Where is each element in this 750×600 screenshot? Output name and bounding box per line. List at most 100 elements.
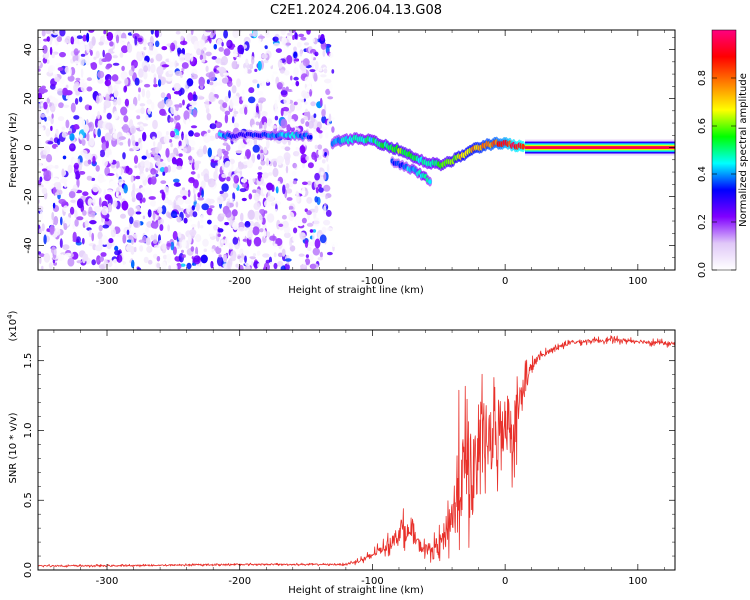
spectrogram-noise-blob (142, 131, 147, 142)
spectrogram-noise-blob (102, 34, 106, 43)
spectrogram-noise-blob (60, 78, 65, 84)
spectrogram-noise-blob (120, 160, 128, 167)
spectrogram-noise-blob (92, 78, 95, 83)
spectrogram-noise-blob (193, 40, 200, 51)
spectrogram-noise-blob (298, 253, 305, 257)
spectrogram-noise-blob (38, 92, 43, 100)
spectrogram-noise-blob (113, 111, 119, 119)
spectrogram-noise-blob (127, 207, 135, 217)
spectrogram-noise-blob (200, 254, 208, 264)
spectrogram-noise-blob (128, 103, 136, 111)
spectrogram-noise-blob (154, 30, 160, 38)
spectrogram-noise-blob (122, 234, 127, 244)
spectrogram-noise-blob (105, 189, 113, 193)
spectrogram-noise-blob (259, 102, 263, 112)
spectrogram-noise-blob (147, 153, 151, 159)
spectrogram-noise-blob (293, 46, 297, 52)
spectrogram-noise-blob (98, 41, 104, 46)
spectrogram-noise-blob (158, 79, 162, 87)
spectrogram-noise-blob (308, 241, 316, 247)
spectrogram-noise-blob (267, 231, 271, 238)
spectrogram-noise-blob (80, 53, 86, 57)
spectrogram-noise-blob (202, 145, 207, 155)
spectrogram-noise-blob (209, 123, 217, 130)
spectrogram-noise-blob (38, 103, 41, 112)
spectrogram-noise-blob (299, 49, 303, 57)
spectrogram-noise-blob (323, 205, 327, 215)
spectrogram-noise-blob (144, 83, 151, 88)
spectrogram-noise-blob (74, 125, 80, 130)
spectrogram-noise-blob (323, 184, 331, 192)
spectrogram-noise-blob (254, 68, 258, 72)
spectrogram-noise-blob (205, 65, 209, 73)
spectrogram-noise-blob (113, 90, 119, 97)
spectrogram-noise-blob (180, 40, 188, 46)
spectrogram-noise-blob (40, 113, 46, 118)
spectrogram-noise-blob (139, 123, 144, 131)
spectrogram-noise-blob (303, 42, 310, 46)
spectrogram-noise-blob (103, 30, 107, 35)
spectrogram-noise-blob (188, 130, 194, 137)
spectrogram-noise-blob (143, 46, 147, 51)
spectrogram-noise-blob (63, 205, 69, 213)
spectrogram-noise-blob (302, 58, 310, 67)
spectrogram-noise-blob (184, 52, 192, 62)
spectrogram-noise-blob (186, 78, 194, 87)
spectrogram-noise-blob (278, 94, 282, 101)
spectrogram-noise-blob (188, 177, 195, 184)
spectrogram-noise-blob (103, 90, 106, 98)
spectrogram-noise-blob (174, 110, 178, 117)
spectrogram-noise-blob (301, 217, 307, 224)
spectrogram-noise-blob (299, 145, 306, 155)
spectrogram-noise-blob (109, 41, 114, 47)
spectrogram-noise-blob (50, 170, 53, 179)
spectrogram-noise-blob (46, 228, 51, 233)
spectrogram-noise-blob (227, 260, 231, 269)
spectrogram-noise-blob (291, 88, 296, 92)
spectrogram-noise-blob (276, 201, 282, 206)
spectrogram-noise-blob (253, 236, 262, 247)
spectrogram-noise-blob (246, 159, 254, 169)
spectrogram-noise-blob (167, 224, 171, 232)
spectrogram-noise-blob (120, 40, 126, 45)
spectrogram-noise-blob (125, 132, 131, 140)
spectrogram-noise-blob (258, 166, 262, 170)
spectrogram-noise-blob (208, 233, 214, 237)
spectrogram-noise-blob (122, 124, 129, 133)
spectrogram-noise-blob (203, 47, 207, 51)
spectrogram-marks (38, 30, 675, 270)
spectrogram-noise-blob (131, 65, 135, 71)
spectrogram-noise-blob (275, 186, 279, 194)
spectrogram-noise-blob (191, 224, 197, 228)
spectrogram-noise-blob (325, 209, 332, 217)
spectrogram-noise-blob (284, 258, 292, 262)
spectrogram-noise-blob (124, 98, 129, 107)
spectrogram-noise-blob (200, 225, 204, 229)
spectrogram-noise-blob (304, 112, 310, 117)
spectrogram-noise-blob (331, 241, 339, 248)
spectrogram-noise-blob (134, 188, 142, 193)
spectrogram-noise-blob (197, 220, 200, 229)
spectrogram-noise-blob (253, 137, 257, 147)
spectrogram-noise-blob (155, 53, 163, 62)
spectrogram-noise-blob (207, 178, 216, 188)
spectrogram-noise-blob (41, 187, 48, 194)
spectrogram-noise-blob (169, 117, 174, 123)
spectrogram-noise-blob (70, 36, 75, 45)
spectrogram-noise-blob (263, 266, 267, 270)
spectrogram-noise-blob (208, 71, 216, 82)
spectrogram-noise-blob (207, 129, 211, 133)
spectrogram-noise-blob (79, 58, 85, 66)
spectrogram-noise-blob (165, 131, 169, 136)
spectrogram-noise-blob (97, 128, 101, 138)
spectrogram-noise-blob (173, 147, 179, 155)
spectrogram-noise-blob (247, 209, 255, 220)
spectrogram-noise-blob (49, 224, 55, 235)
spectrogram-noise-blob (273, 42, 280, 47)
spectrogram-noise-blob (272, 125, 277, 129)
spectrogram-noise-blob (132, 146, 140, 151)
spectrogram-noise-blob (145, 227, 149, 233)
spectrogram-noise-blob (131, 189, 136, 199)
spectrogram-noise-blob (150, 221, 159, 229)
spectrogram-noise-blob (240, 212, 244, 222)
